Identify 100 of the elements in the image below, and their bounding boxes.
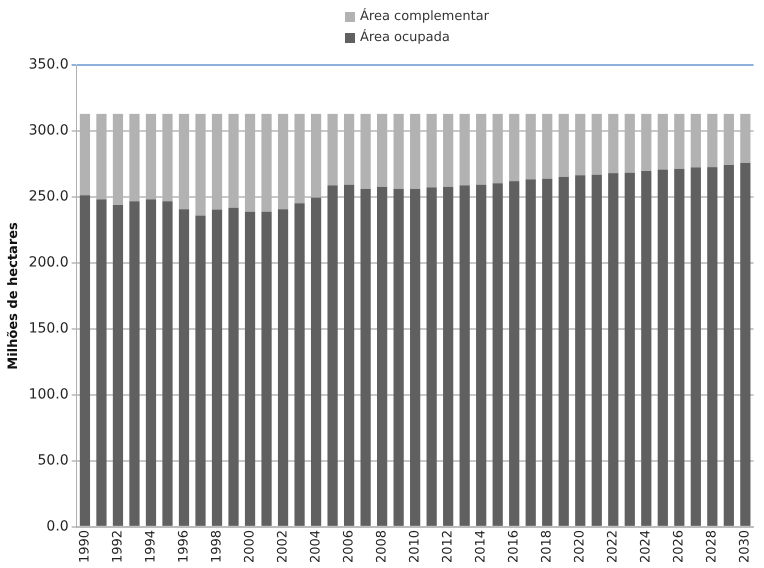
bar [658,114,668,170]
bar [690,168,701,526]
bar [724,114,734,166]
x-tick-label: 2004 [308,530,324,564]
x-tick-label: 2028 [704,530,720,564]
bar [608,173,618,526]
bar [575,175,586,526]
bar [641,170,652,526]
bar [228,208,239,526]
y-tick-label: 100.0 [28,386,69,403]
bar [310,198,322,526]
bar [492,114,503,184]
bar [195,114,206,216]
bar [658,170,668,526]
bar [624,172,635,526]
bar [377,186,388,526]
bar [476,184,486,526]
bar [80,195,90,526]
bar [261,114,272,212]
bar [526,114,536,180]
bar [360,114,371,189]
bar [641,114,652,171]
bar [228,114,239,208]
bar [212,210,222,526]
bar [443,186,454,526]
bar [526,179,536,526]
bar [327,185,338,526]
bar [394,188,404,526]
bar [592,114,602,175]
bar [509,181,520,526]
y-tick-label: 200.0 [28,254,69,271]
bar [96,199,107,526]
bar [294,114,305,204]
bar [129,114,140,202]
y-axis-title: Milhões de hectares [6,222,22,370]
x-tick-label: 2026 [672,530,687,564]
bar [146,114,156,200]
x-tick-label: 2018 [540,530,555,564]
x-tick-label: 1994 [143,530,158,564]
bar [443,114,454,187]
bar [212,114,222,210]
bar [460,114,470,186]
bar [707,114,718,168]
bar [558,114,569,177]
x-tick-label: 2020 [572,530,588,564]
x-tick-label: 2002 [275,530,290,564]
x-tick-label: 2010 [408,530,423,564]
bar [377,114,388,187]
x-tick-label: 2006 [341,530,356,564]
legend-label: Área ocupada [360,30,450,45]
bar [327,114,338,186]
bar [96,114,107,200]
x-tick-label: 1990 [77,530,92,564]
bar [278,209,288,526]
bar [146,199,156,526]
bar [740,162,750,526]
bar [394,114,404,189]
bar [542,178,552,526]
bar [575,114,586,176]
bar [344,184,354,526]
x-tick-label: 1996 [176,530,192,564]
y-tick-label: 300.0 [28,122,69,139]
x-tick-label: 2024 [638,530,654,564]
x-tick-label: 1998 [209,530,224,564]
bar [476,114,486,185]
bar [558,176,569,526]
x-tick-label: 2012 [440,530,456,564]
y-tick-label: 0.0 [46,518,69,535]
x-tick-label: 2008 [374,530,390,564]
bar [592,174,602,526]
y-tick-label: 150.0 [28,320,69,337]
y-tick-label: 350.0 [28,56,69,73]
bar [178,209,190,526]
bar [707,167,718,526]
bar [80,114,90,196]
bar [360,188,371,526]
bar [162,114,173,202]
legend-label: Área complementar [360,9,489,24]
bar [129,201,140,526]
bar [426,114,437,188]
y-tick-label: 250.0 [28,188,69,205]
bar [162,201,173,526]
bar [278,114,288,210]
bar [410,188,420,526]
x-tick-label: 2016 [506,530,522,564]
bar [410,114,420,189]
bar [112,114,124,206]
bar [244,212,256,526]
bar [509,114,520,182]
x-tick-label: 2022 [606,530,621,564]
bar [195,216,206,526]
bar [674,114,684,169]
bar [178,114,190,210]
bar [112,205,124,526]
bar [310,114,322,198]
bar [690,114,701,168]
bar [740,114,750,163]
x-tick-label: 1992 [110,530,126,564]
bar [460,185,470,526]
bar [261,212,272,526]
